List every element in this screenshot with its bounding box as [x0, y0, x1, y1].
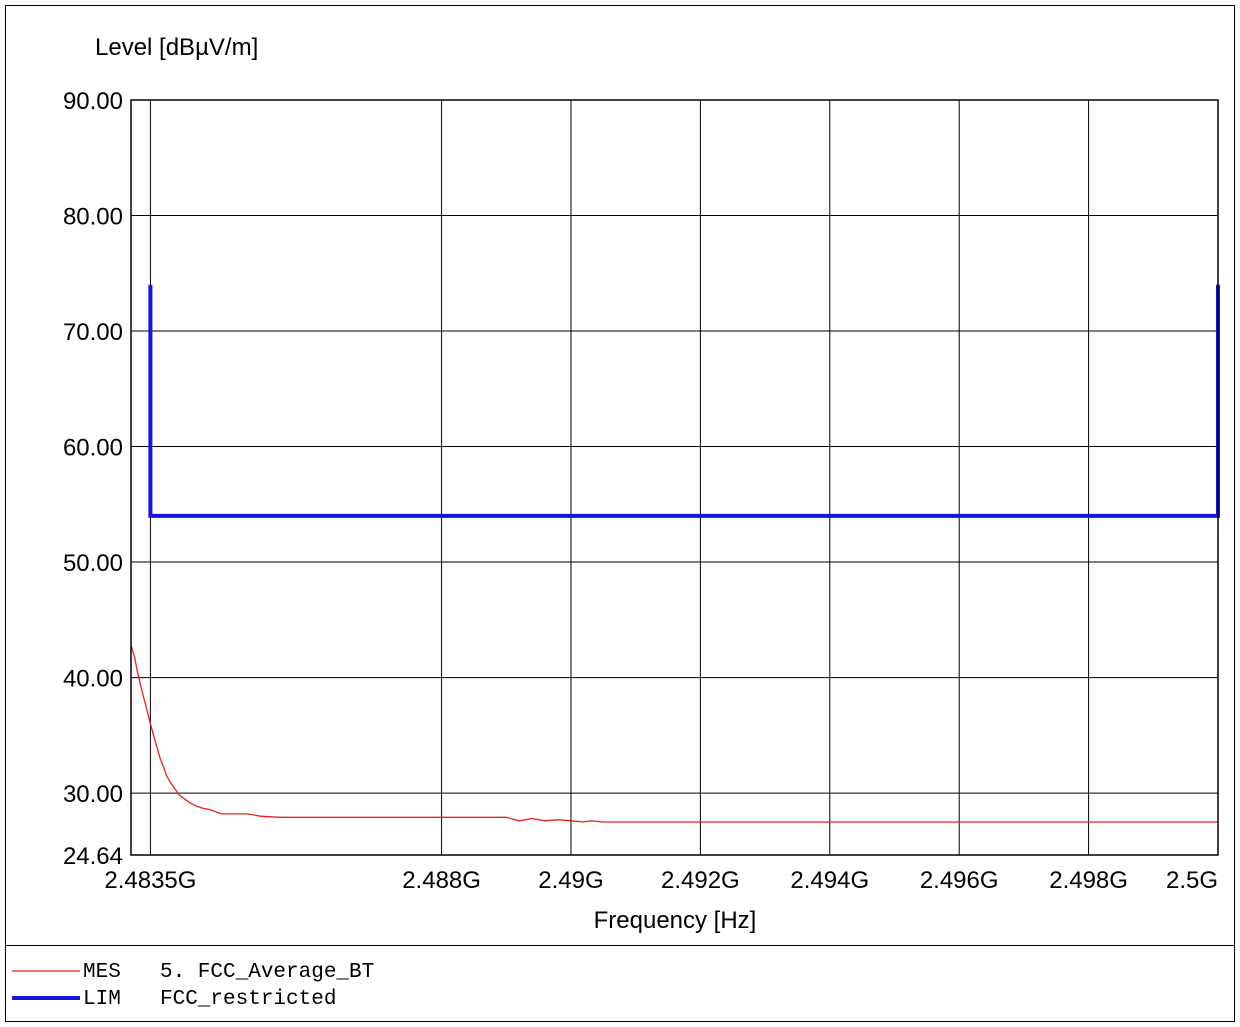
x-tick-label: 2.4835G: [104, 867, 196, 894]
y-tick-label: 80.00: [63, 204, 123, 231]
x-tick-label: 2.496G: [920, 867, 999, 894]
series-line-lim: [148, 284, 1220, 518]
x-tick-label: 2.49G: [538, 867, 603, 894]
y-tick-label: 24.64: [63, 843, 123, 870]
grid: [131, 100, 1218, 855]
x-tick-labels: 2.4835G 2.488G 2.49G 2.492G 2.494G 2.496G 2.49…: [104, 867, 1218, 894]
legend-key: MES: [83, 961, 121, 984]
x-tick-label: 2.5G: [1166, 867, 1218, 894]
y-axis-label: Level [dBµV/m]: [95, 34, 258, 61]
y-tick-label: 70.00: [63, 319, 123, 346]
legend-series-name: 5. FCC_Average_BT: [160, 961, 374, 984]
chart-frame: [5, 5, 1235, 1022]
legend: MES 5. FCC_Average_BT LIM FCC_restricted: [12, 961, 374, 1011]
y-tick-label: 40.00: [63, 666, 123, 693]
plot-border: [130, 99, 1219, 856]
y-tick-label: 60.00: [63, 435, 123, 462]
series-line-mes: [130, 645, 1218, 823]
x-tick-label: 2.492G: [661, 867, 740, 894]
series-layer: [130, 284, 1220, 823]
x-tick-label: 2.498G: [1049, 867, 1128, 894]
x-tick-label: 2.488G: [402, 867, 481, 894]
x-axis-label: Frequency [Hz]: [594, 907, 757, 934]
legend-key: LIM: [83, 988, 121, 1011]
x-tick-label: 2.494G: [790, 867, 869, 894]
legend-series-name: FCC_restricted: [160, 988, 336, 1011]
y-tick-label: 30.00: [63, 781, 123, 808]
legend-divider: [5, 945, 1235, 946]
y-tick-labels: 24.64 30.00 40.00 50.00 60.00 70.00 80.00 90.00: [63, 88, 123, 870]
y-tick-label: 90.00: [63, 88, 123, 115]
y-tick-label: 50.00: [63, 550, 123, 577]
